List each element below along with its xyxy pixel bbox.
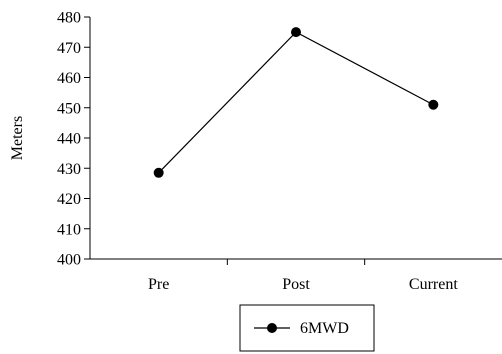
- legend: 6MWD: [239, 304, 375, 352]
- y-tick-label: 450: [57, 100, 81, 117]
- data-point: [291, 27, 301, 38]
- legend-label: 6MWD: [300, 320, 349, 337]
- y-tick-label: 410: [57, 221, 81, 238]
- x-tick-label: Current: [409, 276, 458, 293]
- series-line: [158, 31, 434, 174]
- data-point: [428, 99, 439, 110]
- y-axis: 400 410 420 430 440 450 460 470 480: [57, 10, 91, 269]
- legend-marker-sample: [267, 323, 277, 333]
- data-point: [153, 167, 164, 178]
- y-tick-label: 430: [57, 161, 81, 178]
- y-axis-title: Meters: [9, 116, 26, 160]
- y-tick-label: 400: [57, 252, 81, 269]
- series-layer: [153, 27, 439, 178]
- y-tick-label: 470: [57, 40, 81, 57]
- x-tick-label: Pre: [148, 276, 169, 293]
- y-tick-label: 480: [57, 10, 81, 27]
- y-tick-label: 440: [57, 131, 81, 148]
- x-tick-label: Post: [282, 276, 310, 293]
- x-axis: Pre Post Current: [90, 258, 502, 293]
- y-tick-label: 460: [57, 70, 81, 87]
- y-tick-label: 420: [57, 191, 81, 208]
